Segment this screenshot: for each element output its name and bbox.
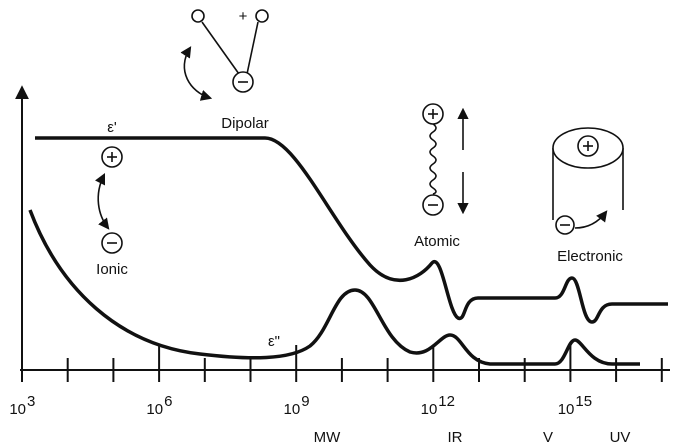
tick-label: 10 xyxy=(9,401,26,418)
atomic-icon xyxy=(422,103,469,216)
tick-label: 10 xyxy=(284,401,301,418)
tick-label: 10 xyxy=(558,401,575,418)
mechanism-label: Ionic xyxy=(96,261,128,278)
real-permittivity-curve xyxy=(35,136,668,324)
tick-label-exponent: 15 xyxy=(575,393,592,410)
tick-label-exponent: 12 xyxy=(438,393,455,410)
mechanism-label: Atomic xyxy=(414,233,460,250)
ionic-icon xyxy=(94,146,123,254)
mechanism-label: Dipolar xyxy=(221,115,269,132)
plus-sign: + xyxy=(239,8,248,25)
tick-label-exponent: 6 xyxy=(164,393,172,410)
curve-label: ε" xyxy=(268,333,280,350)
mechanism-label: Electronic xyxy=(557,248,623,265)
dipolar-icon xyxy=(180,9,269,101)
band-label: V xyxy=(543,429,553,446)
curve-label: ε' xyxy=(107,119,117,136)
axes xyxy=(15,85,670,382)
band-label: IR xyxy=(448,429,463,446)
tick-label-exponent: 3 xyxy=(27,393,35,410)
band-label: UV xyxy=(610,429,631,446)
band-label: MW xyxy=(314,429,341,446)
loss-curve xyxy=(28,209,640,366)
tick-label: 10 xyxy=(421,401,438,418)
tick-label-exponent: 9 xyxy=(301,393,309,410)
electronic-icon xyxy=(552,127,624,235)
tick-label: 10 xyxy=(146,401,163,418)
